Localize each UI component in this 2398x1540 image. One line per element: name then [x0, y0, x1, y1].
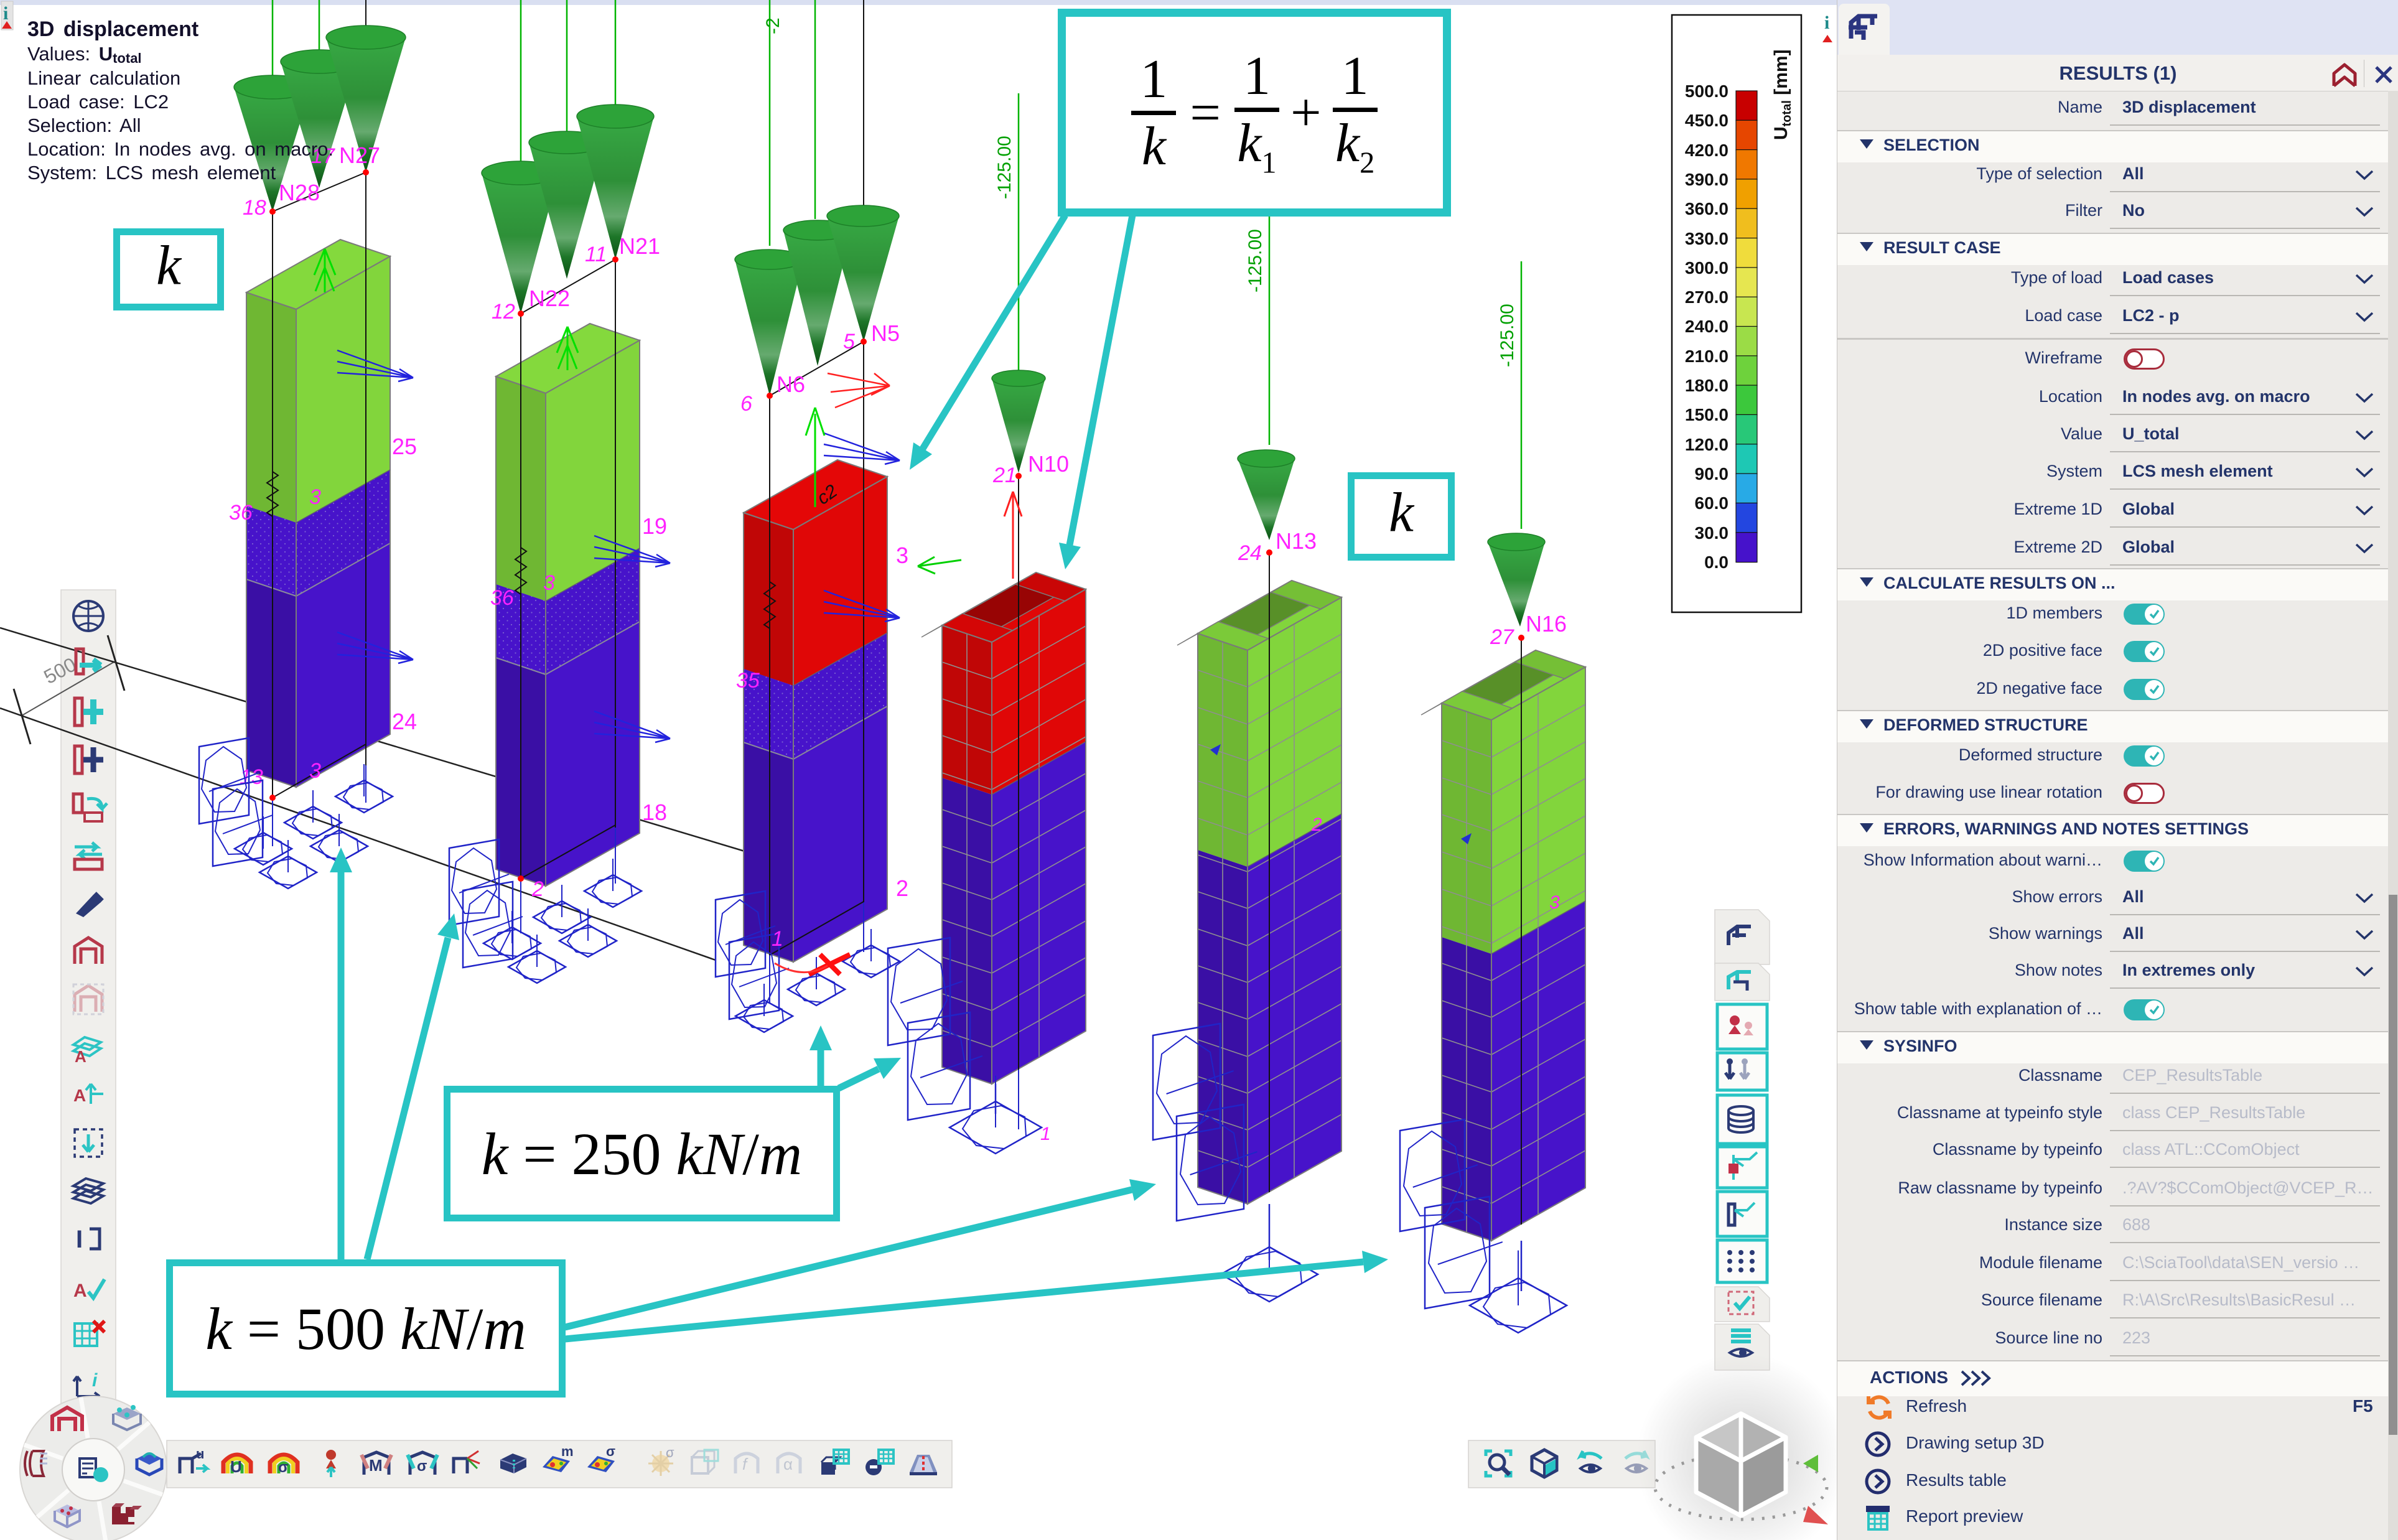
svg-text:σ: σ [606, 1444, 615, 1459]
svg-text:M: M [369, 1456, 383, 1475]
svg-text:300.0: 300.0 [1685, 258, 1729, 278]
svg-text:19: 19 [642, 513, 667, 539]
svg-text:N13: N13 [1276, 528, 1317, 554]
svg-text:N22: N22 [529, 286, 570, 311]
svg-text:A: A [75, 1047, 86, 1066]
svg-text:u: u [196, 1446, 204, 1462]
svg-text:500.0: 500.0 [1685, 82, 1729, 101]
svg-text:3: 3 [309, 759, 321, 783]
svg-text:N16: N16 [1526, 611, 1567, 637]
svg-text:450.0: 450.0 [1685, 111, 1729, 130]
svg-text:3: 3 [896, 543, 908, 568]
svg-text:17: 17 [311, 144, 335, 168]
svg-text:f: f [742, 1455, 749, 1473]
svg-text:U: U [230, 1457, 242, 1476]
svg-text:21: 21 [992, 464, 1017, 487]
svg-text:I: I [76, 1226, 83, 1253]
svg-text:0.0: 0.0 [1704, 553, 1729, 572]
svg-text:3: 3 [309, 485, 321, 509]
svg-text:36: 36 [229, 501, 253, 525]
svg-text:24: 24 [1238, 541, 1262, 565]
svg-text:N27: N27 [339, 142, 380, 168]
svg-text:390.0: 390.0 [1685, 170, 1729, 189]
svg-text:25: 25 [392, 434, 417, 459]
svg-text:27: 27 [1490, 625, 1514, 649]
svg-text:2: 2 [531, 877, 544, 901]
svg-text:A: A [73, 1086, 86, 1105]
svg-text:Load case: LC2: Load case: LC2 [27, 91, 169, 113]
svg-text:System: LCS mesh element: System: LCS mesh element [27, 162, 276, 184]
svg-text:N21: N21 [619, 233, 660, 259]
svg-text:150.0: 150.0 [1685, 405, 1729, 424]
svg-text:2: 2 [896, 875, 908, 901]
svg-text:i: i [92, 1370, 98, 1391]
svg-text:σ: σ [278, 1459, 288, 1476]
svg-text:Selection: All: Selection: All [27, 114, 141, 136]
svg-text:-2: -2 [763, 17, 783, 34]
svg-text:24: 24 [392, 709, 417, 734]
svg-text:N5: N5 [871, 320, 900, 346]
svg-text:i: i [1824, 12, 1829, 33]
svg-text:420.0: 420.0 [1685, 141, 1729, 160]
svg-text:6: 6 [740, 392, 752, 416]
svg-text:120.0: 120.0 [1685, 435, 1729, 454]
svg-text:Location: In nodes avg. on mac: Location: In nodes avg. on macro. [27, 138, 334, 160]
svg-text:210.0: 210.0 [1685, 347, 1729, 366]
svg-text:i: i [3, 3, 8, 24]
svg-text:N10: N10 [1028, 451, 1069, 477]
svg-text:35: 35 [736, 669, 760, 693]
svg-text:3: 3 [1549, 892, 1560, 913]
svg-text:90.0: 90.0 [1695, 464, 1729, 483]
svg-text:5: 5 [843, 330, 855, 353]
svg-text:360.0: 360.0 [1685, 199, 1729, 218]
svg-text:270.0: 270.0 [1685, 287, 1729, 307]
svg-text:-125.00: -125.00 [1497, 304, 1518, 367]
svg-text:180.0: 180.0 [1685, 376, 1729, 395]
svg-text:18: 18 [243, 196, 266, 220]
svg-text:Linear calculation: Linear calculation [27, 67, 180, 89]
svg-text:12: 12 [492, 300, 515, 324]
svg-text:30.0: 30.0 [1695, 523, 1729, 543]
svg-text:3: 3 [543, 571, 555, 595]
svg-text:N28: N28 [279, 180, 320, 205]
svg-text:A: A [73, 1281, 87, 1301]
svg-text:-125.00: -125.00 [1245, 229, 1266, 292]
svg-text:-125.00: -125.00 [994, 136, 1015, 199]
svg-text:2: 2 [1311, 814, 1322, 835]
svg-text:σ: σ [666, 1445, 674, 1460]
svg-text:1: 1 [1040, 1124, 1051, 1144]
svg-text:α: α [783, 1455, 793, 1473]
svg-text:3D displacement: 3D displacement [27, 17, 198, 41]
svg-text:N6: N6 [777, 371, 805, 397]
svg-text:36: 36 [490, 586, 514, 610]
svg-text:18: 18 [642, 800, 667, 825]
svg-text:240.0: 240.0 [1685, 317, 1729, 336]
svg-text:σ: σ [417, 1458, 427, 1475]
svg-text:330.0: 330.0 [1685, 229, 1729, 248]
svg-text:11: 11 [585, 243, 607, 266]
svg-text:m: m [561, 1444, 574, 1459]
svg-text:60.0: 60.0 [1695, 493, 1729, 513]
svg-text:1: 1 [772, 927, 783, 951]
